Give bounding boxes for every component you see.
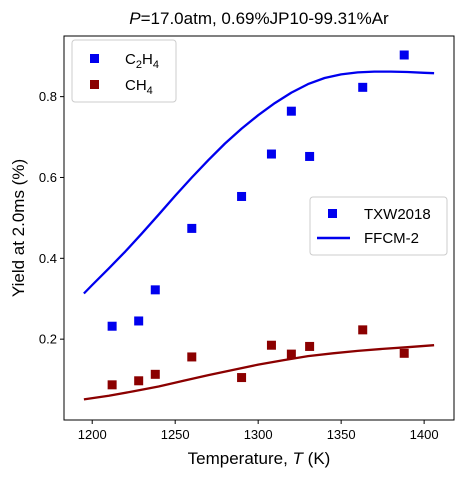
legend-c2h4-label: C2H4 <box>125 51 159 71</box>
data-point <box>286 106 296 116</box>
data-point <box>399 348 409 358</box>
x-axis-label-italic: T <box>293 449 305 468</box>
legend-txw2018-marker <box>328 209 337 218</box>
legend-ch4-sub1: 4 <box>147 85 153 97</box>
data-point <box>134 316 144 326</box>
y-axis-label: Yield at 2.0ms (%) <box>9 159 28 297</box>
data-point <box>399 50 409 60</box>
title-rest: =17.0atm, 0.69%JP10-99.31%Ar <box>141 9 389 28</box>
x-axis-label-text: Temperature, <box>188 449 293 468</box>
data-point <box>305 341 315 351</box>
legend-source-box <box>309 196 448 256</box>
legend-ch4-marker <box>90 80 99 89</box>
x-tick-label: 1300 <box>244 427 273 442</box>
legend-species: C2H4 CH4 <box>71 39 177 103</box>
x-axis-label-unit: (K) <box>303 449 330 468</box>
axis-ticks: 1200 1250 1300 1350 1400 0.2 0.4 0.6 0.8 <box>39 89 439 442</box>
model-lines <box>83 70 435 401</box>
series-line <box>83 344 435 401</box>
data-point <box>107 321 117 331</box>
x-tick-label: 1350 <box>327 427 356 442</box>
series-line <box>83 70 435 295</box>
legend-c2h4-sub1: 2 <box>136 59 142 71</box>
data-point <box>107 380 117 390</box>
data-point <box>150 285 160 295</box>
data-point <box>150 369 160 379</box>
data-point <box>134 376 144 386</box>
data-point <box>187 352 197 362</box>
data-point <box>237 373 247 383</box>
data-point <box>358 325 368 335</box>
y-tick-label: 0.4 <box>39 251 57 266</box>
title-italic-part: P <box>129 9 141 28</box>
y-tick-label: 0.2 <box>39 332 57 347</box>
x-tick-label: 1200 <box>78 427 107 442</box>
plot-frame <box>63 35 455 421</box>
legend-ch4-label: CH4 <box>125 77 153 97</box>
legend-c2h4-base: C <box>125 51 136 68</box>
x-tick-label: 1400 <box>410 427 439 442</box>
data-point <box>237 191 247 201</box>
legend-c2h4-sub2: 4 <box>153 59 159 71</box>
legend-c2h4-mid: H <box>142 51 153 68</box>
data-point <box>286 349 296 359</box>
legend-source: TXW2018 FFCM-2 <box>309 196 448 256</box>
data-point <box>266 149 276 159</box>
data-point <box>305 151 315 161</box>
x-axis-label: Temperature, T (K) <box>188 449 331 468</box>
legend-ch4-base: CH <box>125 77 147 94</box>
legend-ffcm2-label: FFCM-2 <box>364 230 419 247</box>
x-tick-label: 1250 <box>161 427 190 442</box>
data-point <box>358 82 368 92</box>
chart-title: P=17.0atm, 0.69%JP10-99.31%Ar <box>129 9 389 28</box>
legend-c2h4-marker <box>90 54 99 63</box>
data-point <box>187 223 197 233</box>
y-tick-label: 0.6 <box>39 170 57 185</box>
data-points <box>107 50 409 390</box>
y-tick-label: 0.8 <box>39 89 57 104</box>
data-point <box>266 340 276 350</box>
legend-species-box <box>71 39 177 103</box>
legend-txw2018-label: TXW2018 <box>364 206 431 223</box>
